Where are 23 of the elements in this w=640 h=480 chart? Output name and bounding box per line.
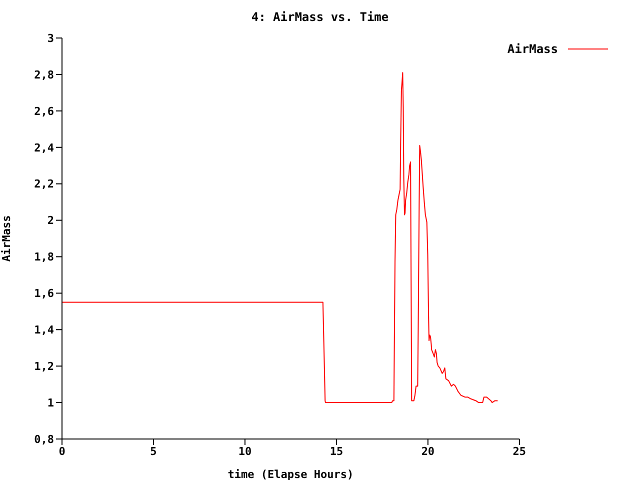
x-tick-label: 25: [512, 444, 526, 458]
y-tick-label: 1,8: [34, 250, 54, 264]
x-tick-label: 0: [58, 444, 66, 458]
y-tick-label: 2: [47, 214, 54, 228]
x-tick-label: 5: [150, 444, 157, 458]
y-tick-label: 1,2: [34, 360, 54, 373]
y-tick-label: 0,8: [34, 432, 54, 446]
legend-label: AirMass: [507, 42, 558, 56]
y-axis-title: AirMass: [0, 215, 13, 262]
y-tick-label: 1: [47, 396, 54, 410]
x-axis-title: time (Elapse Hours): [228, 468, 354, 480]
line-series: [62, 72, 498, 404]
x-tick-label: 20: [421, 444, 435, 458]
y-tick-label: 2,4: [34, 141, 54, 154]
y-tick-label: 2,2: [34, 178, 54, 191]
y-tick-label: 2,6: [34, 104, 54, 118]
y-tick-label: 3: [47, 32, 54, 45]
x-tick-label: 10: [238, 444, 252, 458]
chart-title: 4: AirMass vs. Time: [250, 10, 390, 24]
y-tick-label: 1,6: [34, 287, 54, 300]
x-tick-label: 15: [330, 444, 344, 458]
y-tick-label: 2,8: [34, 68, 54, 82]
y-tick-label: 1,4: [34, 324, 54, 337]
